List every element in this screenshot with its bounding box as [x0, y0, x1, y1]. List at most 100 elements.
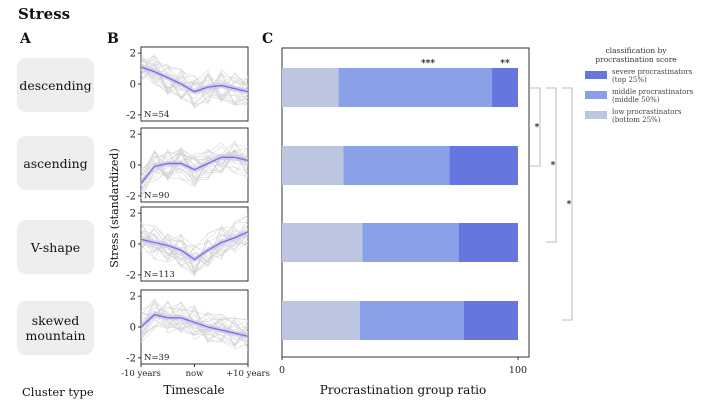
legend-item-line2: (middle 50%) — [612, 96, 660, 104]
legend-swatch — [585, 111, 607, 119]
small-multiple-frame — [140, 289, 249, 365]
mean-line-V-shape — [140, 231, 249, 261]
individual-trajectory-line — [140, 300, 249, 342]
individual-trajectory-line — [140, 304, 249, 346]
mean-confidence-band — [141, 154, 248, 187]
significance-bracket-mark: * — [535, 123, 540, 133]
individual-trajectory-line — [140, 233, 249, 267]
y-tick-label: 2 — [130, 49, 136, 60]
mean-line-skewed-mountain — [140, 313, 249, 337]
panel-label-c: C — [262, 31, 274, 47]
significance-bracket-mark: * — [551, 161, 556, 171]
bar-segment-severe-ascending — [449, 146, 518, 185]
y-tick-label: 0 — [130, 240, 136, 251]
cluster-box-skewed-mountain: skewed mountain — [17, 301, 94, 355]
individual-trajectory-line — [140, 70, 249, 105]
cluster-type-label: Cluster type — [22, 385, 94, 399]
cluster-box-descending: descending — [17, 58, 94, 112]
bar-segment-middle-V-shape — [362, 223, 459, 262]
individual-trajectory-line — [140, 55, 249, 107]
individual-trajectory-line — [140, 64, 249, 102]
individual-trajectory-line — [140, 153, 249, 182]
individual-trajectory-line — [140, 215, 249, 272]
x-axis-title-procrastination: Procrastination group ratio — [320, 383, 486, 397]
legend-swatch — [585, 71, 607, 79]
bar-segment-middle-descending — [338, 68, 493, 107]
individual-trajectory-line — [140, 58, 249, 108]
cluster-n-label: N=113 — [144, 270, 175, 280]
cluster-label: descending — [19, 77, 92, 93]
individual-trajectory-line — [140, 227, 249, 262]
y-axis-title-stress: Stress (standardized) — [108, 148, 121, 268]
y-tick-label: -2 — [126, 110, 136, 121]
individual-trajectory-line — [140, 298, 249, 350]
figure-title: Stress — [18, 5, 71, 23]
bar-segment-low-V-shape — [282, 223, 363, 262]
mean-confidence-band — [141, 228, 248, 263]
y-tick-label: 2 — [130, 292, 136, 303]
significance-bracket — [562, 87, 573, 321]
individual-trajectory-line — [140, 224, 249, 276]
mean-confidence-band — [141, 311, 248, 339]
cluster-n-label: N=39 — [144, 353, 169, 363]
bar-segment-middle-skewed-mountain — [359, 301, 464, 340]
legend-item-line1: middle procrastinators — [612, 88, 694, 96]
individual-trajectory-line — [140, 150, 249, 182]
individual-trajectory-line — [140, 307, 249, 347]
x-tick-label: 0 — [279, 365, 285, 376]
cluster-label-line1: skewed — [31, 313, 80, 328]
bar-segment-low-skewed-mountain — [282, 301, 360, 340]
bar-segment-severe-descending — [492, 68, 518, 107]
x-tick-label: +10 years — [226, 369, 270, 379]
cluster-label: ascending — [23, 155, 88, 171]
individual-trajectory-line — [140, 224, 249, 267]
legend-swatch — [585, 91, 607, 99]
bar-segment-middle-ascending — [343, 146, 450, 185]
cluster-n-label: N=90 — [144, 191, 169, 201]
mean-line-ascending — [140, 156, 249, 184]
cluster-box-v-shape: V-shape — [17, 220, 94, 274]
individual-trajectory-line — [140, 300, 249, 347]
legend-item-line2: (top 25%) — [612, 76, 647, 84]
y-tick-label: -2 — [126, 191, 136, 202]
y-tick-label: -2 — [126, 353, 136, 364]
individual-trajectory-line — [140, 313, 249, 351]
y-tick-label: 2 — [130, 209, 136, 220]
y-tick-label: 0 — [130, 323, 136, 334]
legend-title-line1: classification by — [605, 46, 667, 55]
individual-trajectory-line — [140, 221, 249, 262]
legend-item-line1: severe procrastinators — [612, 68, 693, 76]
mean-confidence-band — [141, 64, 248, 95]
individual-trajectory-line — [140, 228, 249, 269]
legend-item-line2: (bottom 25%) — [612, 116, 661, 124]
cluster-box-ascending: ascending — [17, 136, 94, 190]
significance-bracket — [546, 87, 557, 243]
individual-trajectory-line — [140, 148, 249, 184]
bar-segment-severe-skewed-mountain — [463, 301, 518, 340]
x-tick-label: now — [186, 369, 205, 379]
panel-label-a: A — [20, 31, 31, 47]
x-axis-title-timescale: Timescale — [163, 383, 224, 397]
x-tick-label: 100 — [509, 365, 527, 376]
y-tick-label: 2 — [130, 130, 136, 141]
y-tick-label: -2 — [126, 270, 136, 281]
individual-trajectory-line — [140, 58, 249, 106]
panel-label-b: B — [107, 31, 119, 47]
bar-segment-severe-V-shape — [459, 223, 518, 262]
mean-line-descending — [140, 66, 249, 93]
cluster-label: V-shape — [30, 239, 81, 255]
significance-bracket-mark: * — [567, 200, 572, 210]
cluster-label-line2: mountain — [25, 328, 86, 343]
bar-segment-low-descending — [282, 68, 339, 107]
significance-annotation: ** — [500, 59, 510, 69]
bar-segment-low-ascending — [282, 146, 344, 185]
y-tick-label: 0 — [130, 161, 136, 172]
significance-annotation: *** — [421, 59, 435, 69]
legend-item-line1: low procrastinators — [612, 108, 682, 116]
individual-trajectory-line — [140, 140, 249, 181]
y-tick-label: 0 — [130, 80, 136, 91]
x-tick-label: -10 years — [121, 369, 161, 379]
cluster-n-label: N=54 — [144, 110, 169, 120]
significance-bracket — [530, 87, 541, 167]
